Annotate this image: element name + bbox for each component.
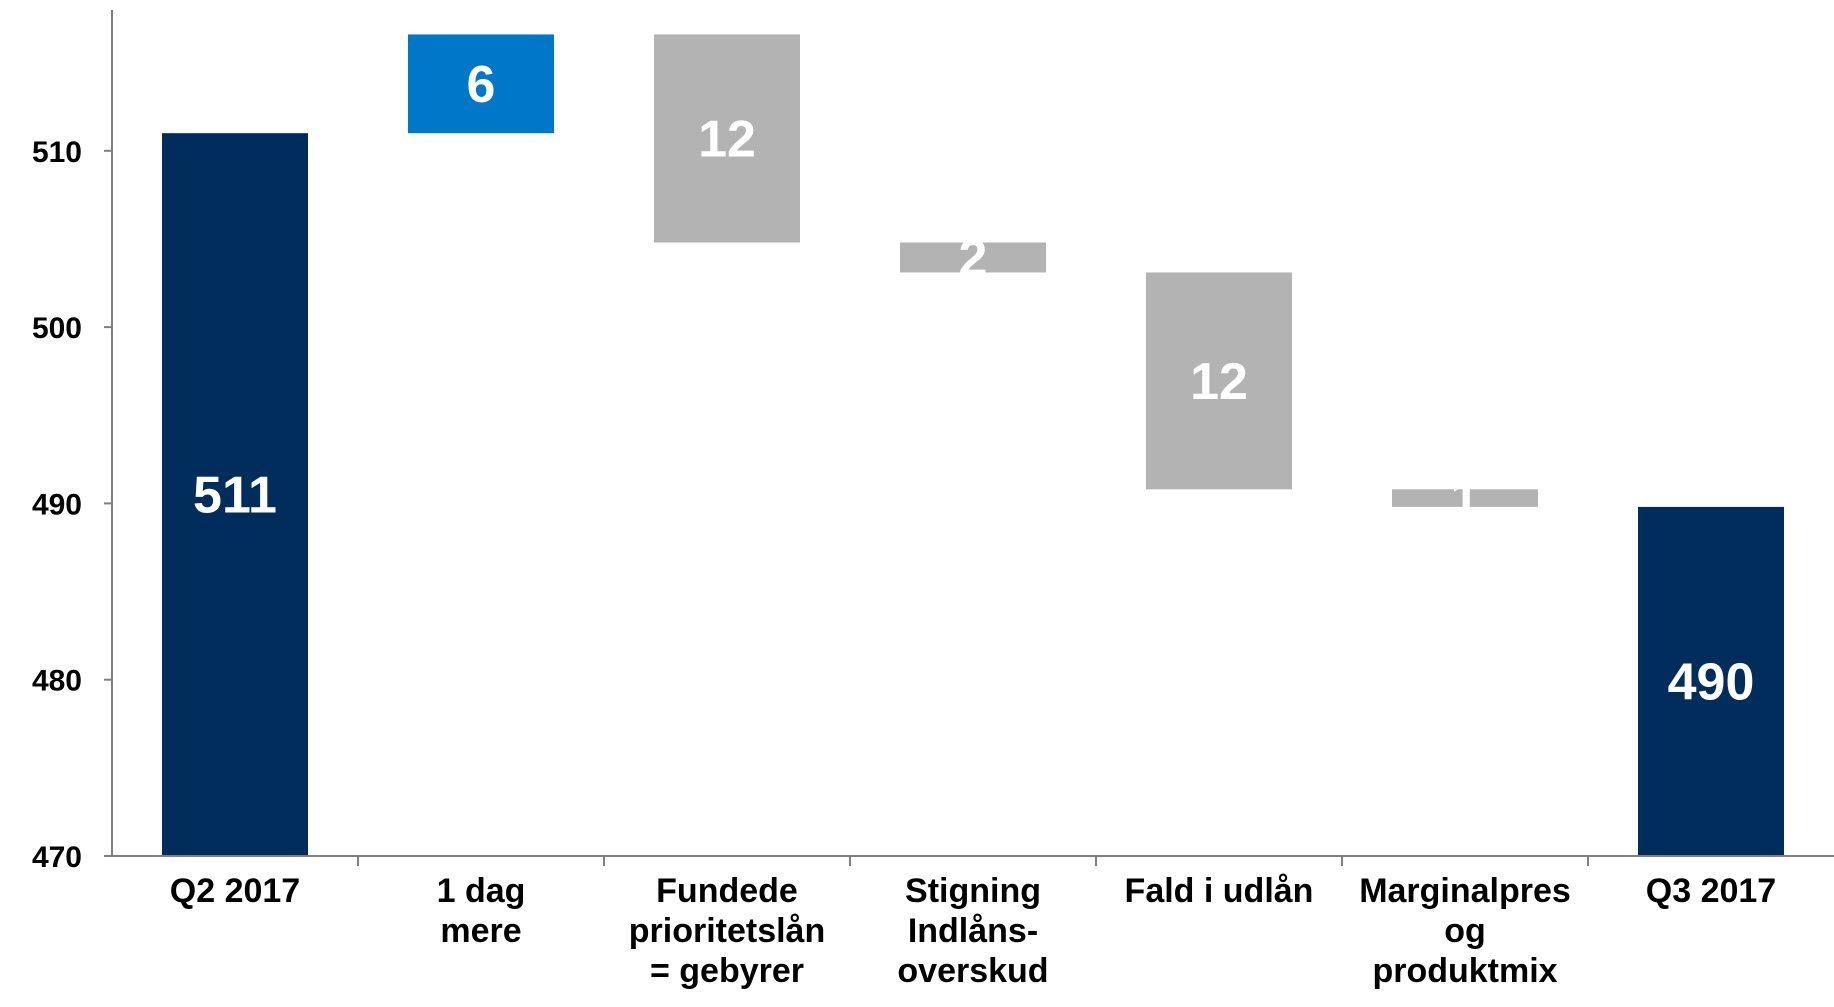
y-tick-label-2: 480	[32, 665, 82, 698]
category-label-4: Stigning Indlåns-overskud	[897, 872, 1048, 990]
y-tick-label-5: 510	[32, 136, 82, 169]
category-label-1: Q2 2017	[170, 872, 300, 910]
data-label-5: 12	[1190, 353, 1248, 411]
category-label-5: Fald i udlån	[1125, 872, 1314, 910]
bar-3	[654, 34, 800, 243]
bar-2	[408, 34, 554, 134]
category-label-2: 1 dag mere	[437, 872, 526, 950]
data-label-4: 2	[959, 229, 988, 287]
bar-7	[1638, 506, 1784, 856]
category-label-3: Fundede prioritetslån = gebyrer	[629, 872, 825, 990]
data-label-6: 1	[1451, 470, 1480, 528]
bar-1	[162, 133, 308, 857]
category-label-6: Marginalpres og produktmix	[1359, 872, 1571, 990]
data-label-7: 490	[1668, 653, 1755, 711]
bar-5	[1146, 272, 1292, 490]
data-label-2: 6	[467, 56, 496, 114]
y-tick-label-3: 490	[32, 488, 82, 521]
axes	[104, 10, 1834, 866]
category-label-7: Q3 2017	[1646, 872, 1776, 910]
bar-6	[1392, 489, 1538, 507]
bar-4	[900, 242, 1046, 273]
data-label-1: 511	[193, 467, 277, 525]
y-tick-label-1: 470	[32, 841, 82, 874]
data-label-3: 12	[698, 110, 756, 168]
y-tick-label-4: 500	[32, 312, 82, 345]
bars-layer	[162, 34, 1784, 857]
